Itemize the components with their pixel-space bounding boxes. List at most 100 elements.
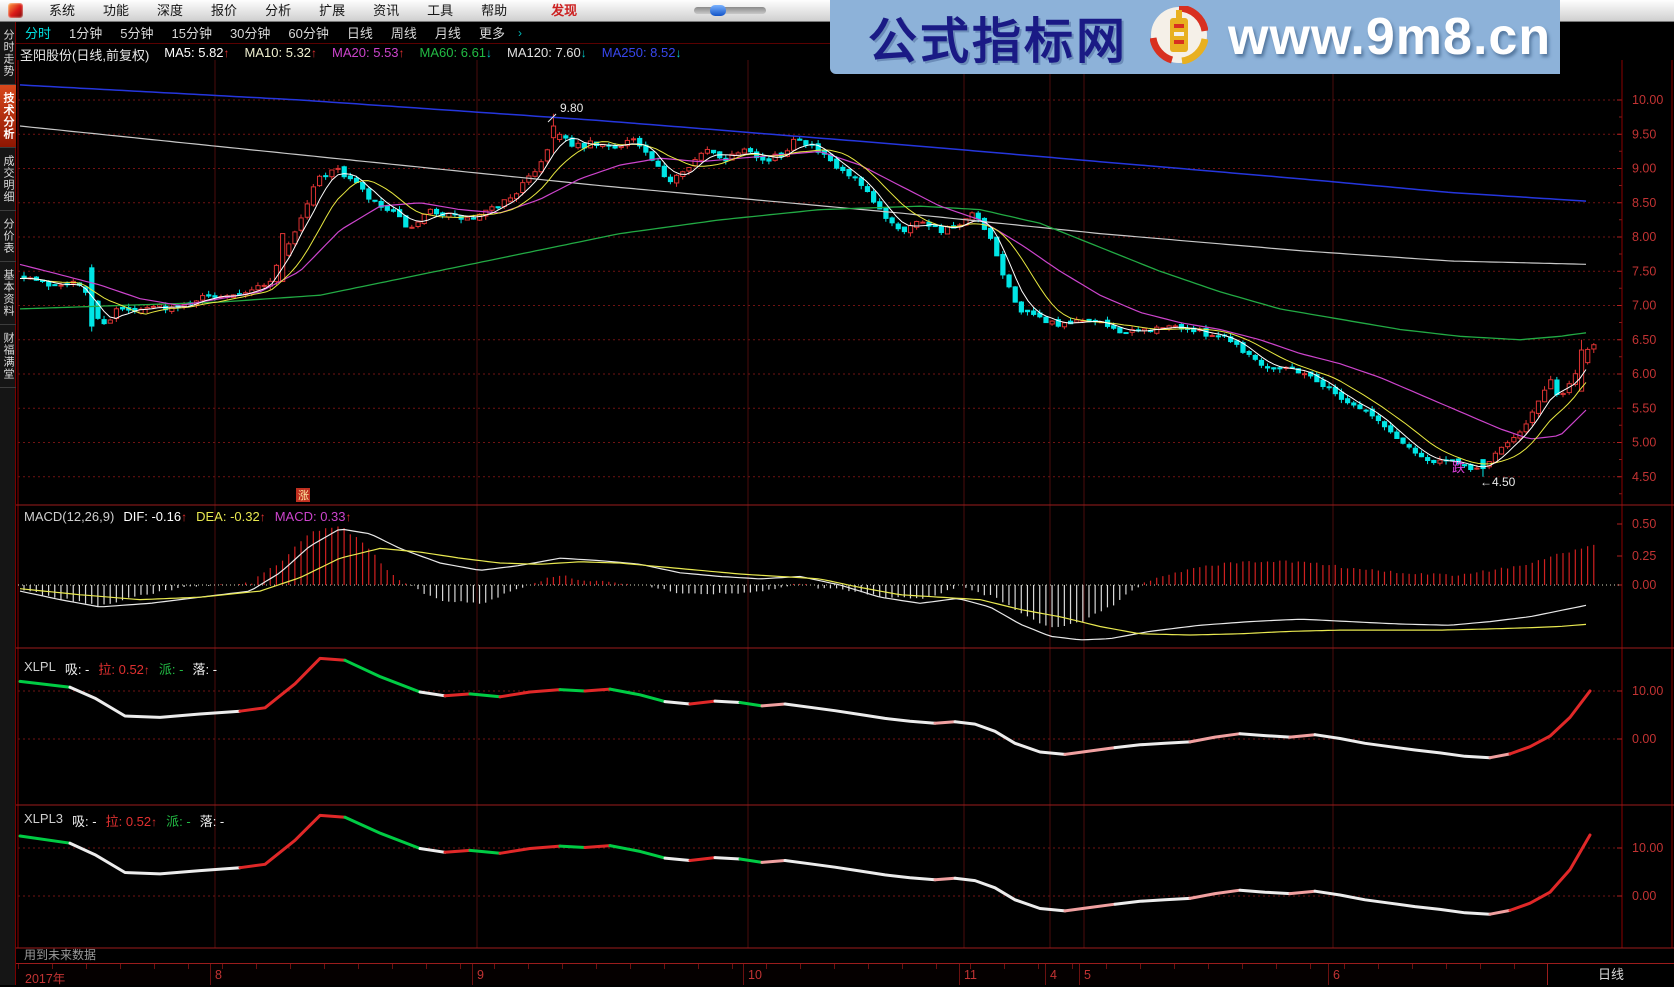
menu-item-7[interactable]: 工具 — [427, 2, 454, 18]
time-axis-label-7: 6 — [1333, 968, 1340, 982]
chart-title-row: 圣阳股份(日线,前复权) MA5: 5.82↑ MA10: 5.32↑ MA20: 5… — [20, 45, 682, 63]
trend-arrow-icon: ↑ — [143, 663, 150, 677]
more-arrow-icon[interactable]: › — [517, 25, 522, 40]
price-annotations: 9.80 ←4.50 涨 跌 — [296, 101, 1516, 502]
tag-part-3: MA20: 5.53↑ — [332, 45, 405, 60]
period-item-3[interactable]: 15分钟 — [171, 26, 212, 41]
trend-arrow-icon: ↓ — [580, 46, 587, 60]
watermark-title: 公式指标网 — [868, 14, 1129, 69]
tag-part-3: MACD: 0.33↑ — [274, 509, 352, 524]
time-axis-label-4: 11 — [964, 968, 977, 982]
period-item-0[interactable]: 分时 — [25, 26, 52, 41]
time-axis[interactable]: 2017年 8 9 10 11 4 5 6 日线 — [0, 963, 1674, 986]
period-item-6[interactable]: 日线 — [346, 26, 373, 41]
tag-part-6: MA250: 8.52↓ — [601, 45, 682, 60]
menu-item-8[interactable]: 帮助 — [481, 2, 508, 18]
svg-text:5.00: 5.00 — [1632, 436, 1656, 450]
tag-part-0: MACD(12,26,9) — [24, 509, 115, 524]
svg-text:9.00: 9.00 — [1632, 162, 1656, 176]
svg-text:10.00: 10.00 — [1632, 93, 1663, 107]
trend-arrow-icon: ↓ — [486, 46, 493, 60]
period-item-1[interactable]: 1分钟 — [69, 26, 103, 41]
time-axis-label-1: 8 — [215, 968, 222, 982]
svg-text:9.50: 9.50 — [1632, 127, 1656, 141]
tag-part-2: 拉: 0.52↑ — [105, 814, 158, 829]
tag-part-4: 落: - — [199, 814, 225, 829]
time-axis-label-5: 4 — [1050, 968, 1057, 982]
period-item-8[interactable]: 月线 — [434, 26, 461, 41]
svg-text:6.50: 6.50 — [1632, 333, 1656, 347]
tag-part-1: 吸: - — [64, 662, 90, 677]
menu-item-0[interactable]: 系统 — [49, 2, 76, 18]
sidebar-tab-5[interactable]: 财福满堂 — [0, 325, 16, 388]
tag-part-2: DEA: -0.32↑ — [196, 509, 266, 524]
svg-text:10.00: 10.00 — [1632, 841, 1663, 855]
sidebar-tab-0[interactable]: 分时走势 — [0, 22, 16, 85]
svg-text:5.50: 5.50 — [1632, 401, 1656, 415]
zoom-slider-knob[interactable] — [710, 5, 726, 16]
trend-arrow-icon: ↑ — [223, 46, 230, 60]
tag-part-0: 圣阳股份(日线,前复权) — [20, 48, 150, 63]
current-period-cell[interactable]: 日线 — [1547, 964, 1674, 985]
tag-part-5: MA120: 7.60↓ — [507, 45, 587, 60]
trend-arrow-icon: ↑ — [398, 46, 405, 60]
trend-arrow-icon: ↑ — [181, 510, 188, 524]
period-item-4[interactable]: 30分钟 — [229, 26, 271, 41]
zoom-slider[interactable] — [694, 5, 766, 16]
time-axis-label-6: 5 — [1084, 968, 1091, 982]
time-axis-label-0: 2017年 — [25, 972, 66, 986]
tag-part-3: 派: - — [166, 814, 191, 829]
time-axis-separator — [1328, 964, 1329, 985]
time-axis-separator — [959, 964, 960, 985]
period-item-7[interactable]: 周线 — [390, 26, 417, 41]
tag-part-2: MA10: 5.32↑ — [244, 45, 318, 60]
sidebar-tab-4[interactable]: 基本资料 — [0, 262, 16, 325]
period-item-9[interactable]: 更多 — [478, 26, 505, 41]
svg-text:10.00: 10.00 — [1632, 684, 1663, 698]
menu-item-5[interactable]: 扩展 — [319, 2, 346, 18]
time-axis-separator — [1045, 964, 1046, 985]
tag-part-1: DIF: -0.16↑ — [123, 509, 188, 524]
svg-text:7.00: 7.00 — [1632, 299, 1656, 313]
sidebar-tab-2[interactable]: 成交明细 — [0, 148, 16, 211]
period-toolbar: 分时 1分钟 5分钟 15分钟 30分钟 60分钟 日线 周线 月线 更多 › — [16, 22, 830, 44]
tag-part-1: MA5: 5.82↑ — [164, 45, 230, 60]
menu-item-3[interactable]: 报价 — [211, 2, 238, 18]
menu-item-discover[interactable]: 发现 — [551, 2, 578, 18]
period-item-5[interactable]: 60分钟 — [288, 26, 329, 41]
time-axis-separator — [472, 964, 473, 985]
menu-item-1[interactable]: 功能 — [103, 2, 130, 18]
svg-text:0.00: 0.00 — [1632, 578, 1656, 592]
menu-item-2[interactable]: 深度 — [157, 2, 184, 18]
svg-text:跌: 跌 — [1452, 460, 1465, 475]
app-logo-icon — [8, 3, 23, 18]
menu-item-6[interactable]: 资讯 — [373, 2, 400, 18]
site-logo-icon — [1149, 4, 1209, 69]
trend-arrow-icon: ↑ — [259, 510, 266, 524]
watermark-banner: 公式指标网 www.9m8.cn — [830, 0, 1560, 74]
time-axis-separator — [743, 964, 744, 985]
svg-text:8.50: 8.50 — [1632, 196, 1656, 210]
watermark-url: www.9m8.cn — [1228, 8, 1552, 66]
tag-part-0: XLPL3 — [24, 811, 64, 826]
trend-arrow-icon: ↑ — [151, 815, 158, 829]
price-chart-canvas[interactable]: 10.00 9.50 9.00 8.50 8.00 7.50 7.00 6.50 6.00 5.5… — [16, 60, 1674, 963]
trend-arrow-icon: ↑ — [311, 46, 318, 60]
svg-text:7.50: 7.50 — [1632, 264, 1656, 278]
xlpl-indicator-label: XLPL 吸: - 拉: 0.52↑ 派: - 落: - — [24, 659, 217, 678]
period-item-2[interactable]: 5分钟 — [120, 26, 154, 41]
left-sidebar: 分时走势 技术分析 成交明细 分价表 基本资料 财福满堂 — [0, 22, 16, 985]
svg-text:0.00: 0.00 — [1632, 732, 1656, 746]
tag-part-4: MA60: 6.61↓ — [419, 45, 493, 60]
time-axis-separator — [1079, 964, 1080, 985]
svg-text:9.80: 9.80 — [560, 101, 584, 115]
menu-item-4[interactable]: 分析 — [265, 2, 292, 18]
svg-text:4.50: 4.50 — [1632, 470, 1656, 484]
tag-part-3: 派: - — [158, 662, 184, 677]
sidebar-tab-3[interactable]: 分价表 — [0, 211, 16, 262]
sidebar-tab-1[interactable]: 技术分析 — [0, 85, 16, 148]
svg-text:0.50: 0.50 — [1632, 517, 1656, 531]
macd-indicator-label: MACD(12,26,9) DIF: -0.16↑ DEA: -0.32↑ MACD:… — [24, 509, 352, 524]
xlpl3-indicator-label: XLPL3 吸: - 拉: 0.52↑ 派: - 落: - — [24, 811, 224, 830]
